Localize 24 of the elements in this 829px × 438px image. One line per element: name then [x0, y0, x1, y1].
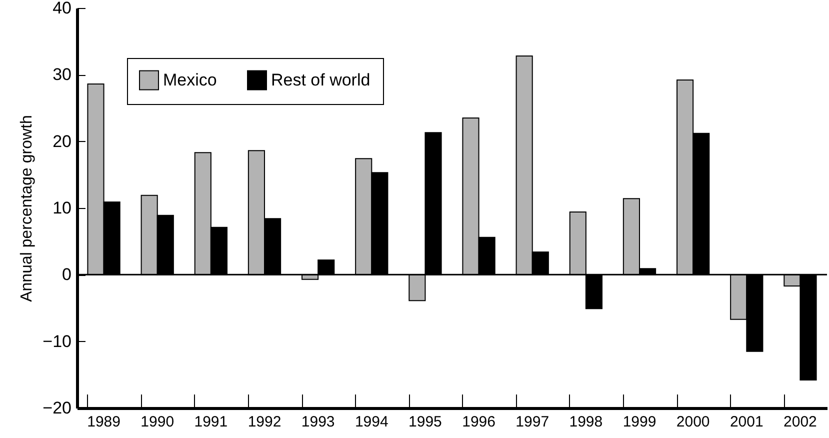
legend-label: Mexico	[163, 70, 217, 90]
y-tick-label: 40	[52, 0, 72, 18]
x-tick-label: 1992	[248, 414, 282, 430]
x-tick-label: 1998	[569, 414, 603, 430]
y-tick-label: 30	[52, 65, 72, 84]
y-tick-label: −20	[42, 398, 72, 418]
y-tick-label: 20	[52, 132, 72, 151]
x-tick-label: 1997	[516, 414, 550, 430]
x-tick-label: 2000	[676, 414, 710, 430]
legend-label: Rest of world	[271, 70, 370, 90]
x-tick-label: 2001	[730, 414, 764, 430]
x-tick-label: 2002	[784, 414, 817, 430]
x-tick-label: 1989	[87, 414, 120, 430]
y-tick-label: 10	[52, 198, 72, 218]
x-tick-label: 1995	[408, 414, 442, 430]
y-tick-label: 0	[62, 265, 72, 284]
y-axis-title: Annual percentage growth	[18, 115, 36, 302]
x-tick-label: 1994	[354, 414, 388, 430]
x-tick-label: 1993	[301, 414, 335, 430]
y-tick-label: −10	[42, 332, 72, 351]
x-tick-label: 1996	[462, 414, 496, 430]
x-tick-label: 1990	[140, 414, 174, 430]
x-tick-label: 1999	[622, 414, 656, 430]
x-tick-label: 1991	[194, 414, 228, 430]
